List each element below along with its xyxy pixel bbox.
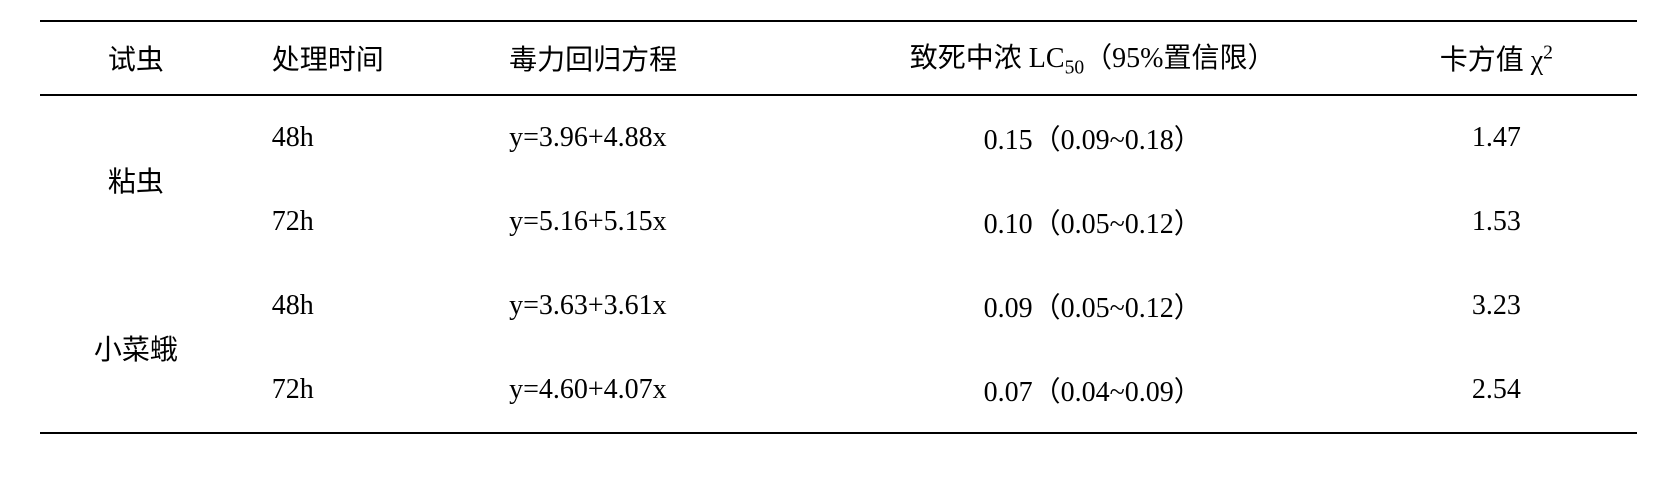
col-header-time: 处理时间 — [232, 21, 479, 95]
header-row: 试虫 处理时间 毒力回归方程 致死中浓 LC50（95%置信限） 卡方值 χ2 — [40, 21, 1637, 95]
cell-lc50: 0.09（0.05~0.12） — [798, 264, 1388, 348]
col-header-chi: 卡方值 χ2 — [1388, 21, 1637, 95]
cell-time: 48h — [232, 264, 479, 348]
col-header-equation: 毒力回归方程 — [479, 21, 798, 95]
cell-chi: 1.53 — [1388, 180, 1637, 264]
table-row: 小菜蛾 48h y=3.63+3.61x 0.09（0.05~0.12） 3.2… — [40, 264, 1637, 348]
cell-time: 72h — [232, 180, 479, 264]
cell-time: 72h — [232, 348, 479, 433]
cell-chi: 1.47 — [1388, 95, 1637, 180]
lc50-prefix: 致死中浓 LC — [910, 43, 1065, 74]
cell-equation: y=4.60+4.07x — [479, 348, 798, 433]
table-row: 72h y=5.16+5.15x 0.10（0.05~0.12） 1.53 — [40, 180, 1637, 264]
toxicity-table: 试虫 处理时间 毒力回归方程 致死中浓 LC50（95%置信限） 卡方值 χ2 … — [40, 20, 1637, 434]
cell-lc50: 0.07（0.04~0.09） — [798, 348, 1388, 433]
col-header-lc50: 致死中浓 LC50（95%置信限） — [798, 21, 1388, 95]
cell-equation: y=3.63+3.61x — [479, 264, 798, 348]
cell-lc50: 0.15（0.09~0.18） — [798, 95, 1388, 180]
chi-sup: 2 — [1543, 42, 1553, 63]
cell-equation: y=5.16+5.15x — [479, 180, 798, 264]
lc50-sub: 50 — [1065, 58, 1085, 79]
cell-insect: 粘虫 — [40, 95, 232, 264]
table-row: 72h y=4.60+4.07x 0.07（0.04~0.09） 2.54 — [40, 348, 1637, 433]
col-header-insect: 试虫 — [40, 21, 232, 95]
cell-insect: 小菜蛾 — [40, 264, 232, 433]
cell-time: 48h — [232, 95, 479, 180]
chi-prefix: 卡方值 χ — [1440, 45, 1543, 76]
cell-chi: 2.54 — [1388, 348, 1637, 433]
cell-lc50: 0.10（0.05~0.12） — [798, 180, 1388, 264]
cell-chi: 3.23 — [1388, 264, 1637, 348]
lc50-suffix: （95%置信限） — [1084, 43, 1275, 74]
cell-equation: y=3.96+4.88x — [479, 95, 798, 180]
table-row: 粘虫 48h y=3.96+4.88x 0.15（0.09~0.18） 1.47 — [40, 95, 1637, 180]
